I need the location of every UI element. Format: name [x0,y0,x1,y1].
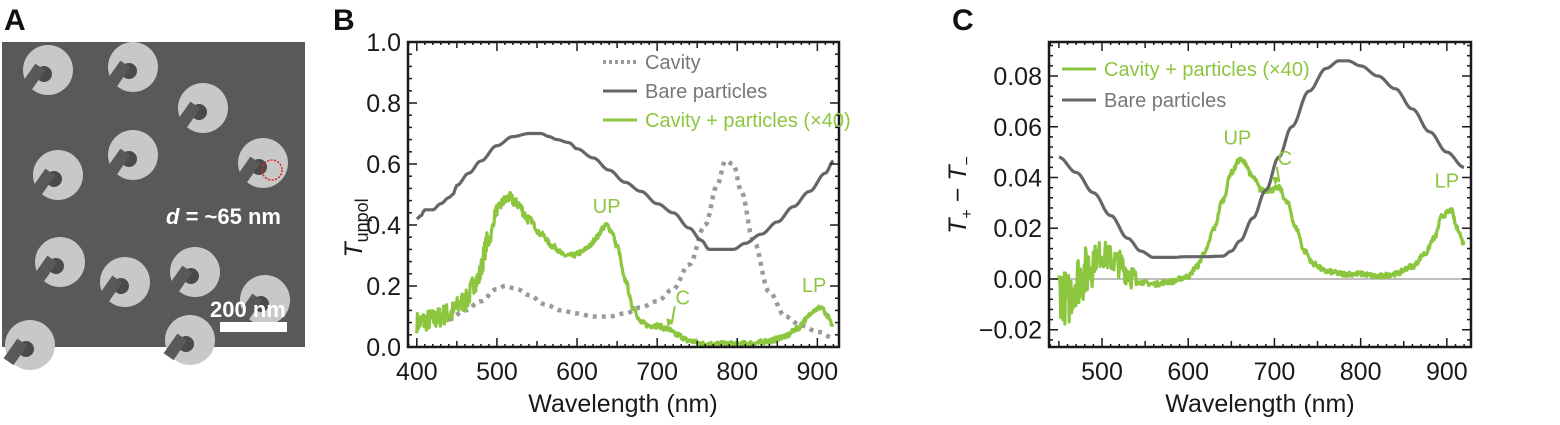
particle-gap [238,293,263,321]
scale-bar-label: 200 nm [210,297,286,322]
particle-gap [106,60,131,88]
panel-a-sem-image: A d = ~65 nm 200 nm [2,4,305,370]
particle-gap [168,265,193,293]
legend-label: Bare particles [645,81,767,103]
series-line-cavity [448,158,835,341]
panel-b-chart: B 400 500 600 700 800 900 0.0 0.2 0.4 0.6 0.8 1.0 Ca… [333,4,851,418]
y-tick-label: 0.0 [366,334,401,362]
diameter-label: d = ~65 nm [166,204,281,229]
y-tick-label: 0.00 [993,266,1042,294]
scale-bar [220,322,287,332]
y-tick-label: 0.02 [993,215,1042,243]
annotation-up: UP [1223,128,1251,150]
y-tick-label: 0.4 [366,212,401,240]
legend-label: Cavity + particles (×40) [645,110,851,132]
panel-label-a: A [4,4,26,37]
x-axis-label-c: Wavelength (nm) [1165,390,1354,418]
particle-gap [33,255,58,283]
legend-label: Cavity [645,52,701,74]
plot-frame [1047,40,1473,349]
annotation-lp: LP [802,275,826,297]
panel-c-chart: C 500 600 700 800 900 −0.02 0.00 0.02 0.04 0.06 0.… [944,4,1473,418]
annotation-up: UP [593,196,621,218]
x-tick-label: 600 [1167,358,1209,386]
y-tick-label: 0.08 [993,63,1042,91]
x-tick-label: 400 [396,358,438,386]
particle-gap [21,63,46,91]
annotation-arrow [1275,166,1281,183]
particle-gap [106,148,131,176]
particle-gap [163,333,188,361]
y-tick-label: 1.0 [366,29,401,57]
y-tick-label: −0.02 [979,317,1042,345]
diameter-symbol: d [166,204,180,229]
diameter-value: = ~65 nm [179,204,281,229]
panel-label-b: B [333,4,355,37]
y-tick-label: 0.04 [993,164,1042,192]
legend-label: Bare particles [1104,90,1226,112]
plot-frame [406,40,841,349]
y-tick-label: 0.2 [366,273,401,301]
series-line-bare-particles [415,131,835,251]
annotation-lp: LP [1435,171,1459,193]
y-axis-label-c: T+ − T− [944,156,976,234]
arrow-head [666,318,674,328]
particle-gap [3,338,28,366]
annotation-c: C [676,287,690,309]
plot-area-c: 500 600 700 800 900 −0.02 0.00 0.02 0.04 0.06 0.08… [979,40,1473,386]
panel-label-c: C [952,4,974,37]
particle-gap [31,168,56,196]
particle-gap [98,275,123,303]
series-line-cavity-particles [415,191,835,348]
x-axis-label-b: Wavelength (nm) [528,390,717,418]
y-tick-label: 0.06 [993,114,1042,142]
annotation-c: C [1278,148,1292,170]
y-tick-label: 0.8 [366,90,401,118]
y-tick-label: 0.6 [366,151,401,179]
y-axis-label-b: Tunpol [340,198,372,257]
plot-area-b: 400 500 600 700 800 900 0.0 0.2 0.4 0.6 0.8 1.0 Cavi… [366,29,850,386]
series-line-cavity-particles [1057,156,1466,326]
particle-gap [236,156,261,184]
x-tick-label: 900 [797,358,839,386]
x-tick-label: 500 [476,358,518,386]
x-tick-label: 600 [556,358,598,386]
x-tick-label: 900 [1426,358,1468,386]
sem-particles [3,42,290,370]
x-tick-label: 700 [636,358,678,386]
x-tick-label: 500 [1081,358,1123,386]
x-tick-label: 800 [1340,358,1382,386]
legend-label: Cavity + particles (×40) [1104,59,1310,81]
x-tick-label: 800 [716,358,758,386]
particle-gap [176,101,201,129]
arrow-head [1272,176,1280,186]
particle-diameter-highlight [261,159,283,181]
series-line-bare-particles [1058,59,1465,259]
x-tick-label: 700 [1254,358,1296,386]
